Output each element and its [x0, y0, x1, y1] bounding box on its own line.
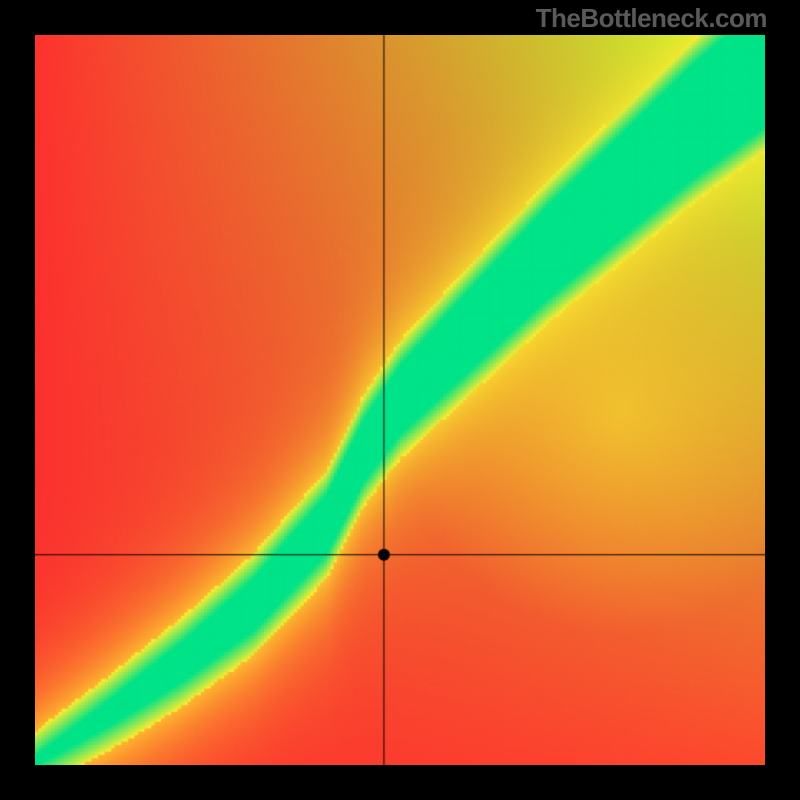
bottleneck-heatmap — [35, 35, 765, 765]
watermark-text: TheBottleneck.com — [536, 3, 767, 34]
